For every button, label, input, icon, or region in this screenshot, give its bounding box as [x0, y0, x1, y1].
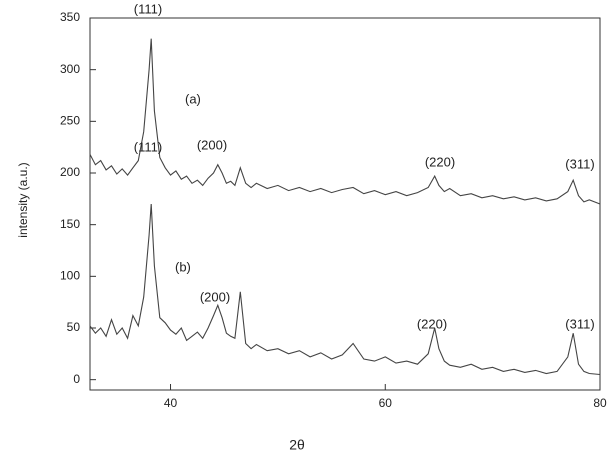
y-tick-label: 150: [60, 217, 80, 231]
y-tick-label: 50: [67, 320, 81, 334]
y-tick-label: 200: [60, 165, 80, 179]
peak-annotation: (111): [134, 139, 162, 154]
peak-annotation: (200): [200, 289, 230, 304]
peak-annotation: (220): [417, 316, 447, 331]
chart: intensity (a.u.) 2θ 0 50 100 150 200 250 300 35…: [0, 0, 610, 458]
y-tick-label: 250: [60, 114, 80, 128]
y-tick-label: 350: [60, 10, 80, 24]
peak-annotation: (220): [425, 154, 455, 169]
x-tick-label: 60: [379, 396, 393, 410]
peak-annotation: (311): [565, 316, 594, 331]
peak-annotation: (311): [565, 156, 594, 171]
x-tick-label: 40: [164, 396, 178, 410]
series-label: (b): [175, 259, 191, 274]
peak-annotation: (200): [197, 137, 227, 152]
y-axis-label: intensity (a.u.): [16, 162, 30, 237]
y-tick-label: 0: [73, 372, 80, 386]
y-tick-label: 300: [60, 62, 80, 76]
background: [0, 0, 610, 458]
x-tick-label: 80: [593, 396, 607, 410]
y-tick-label: 100: [60, 269, 80, 283]
series-label: (a): [185, 91, 201, 106]
x-axis-label: 2θ: [289, 437, 305, 453]
peak-annotation: (111): [134, 1, 162, 16]
